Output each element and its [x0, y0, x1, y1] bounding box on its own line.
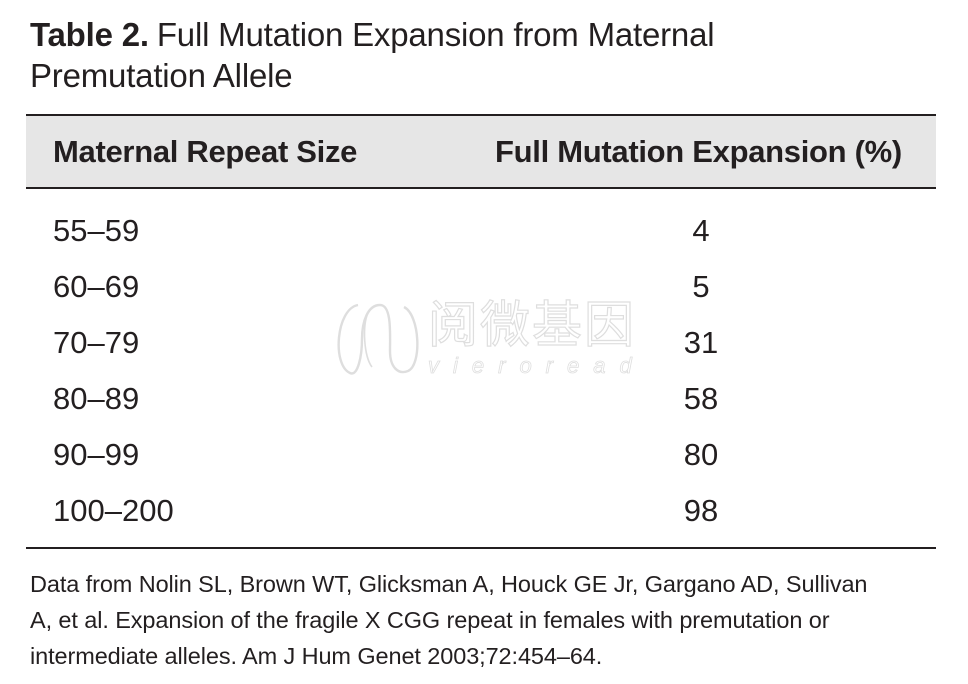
- cell-expansion: 80: [683, 437, 719, 472]
- table-header: Maternal Repeat Size Full Mutation Expan…: [26, 116, 936, 187]
- cell-repeat-size: 55–59: [53, 213, 140, 248]
- cell-repeat-size: 100–200: [53, 493, 174, 528]
- table-top-rule: [26, 114, 936, 116]
- cell-repeat-size: 70–79: [53, 325, 140, 360]
- table-bottom-rule: [26, 547, 936, 549]
- cell-repeat-size: 90–99: [53, 437, 140, 472]
- footnote-line3: intermediate alleles. Am J Hum Genet 200…: [30, 643, 603, 669]
- table-row: 90–99 80: [26, 427, 936, 483]
- header-rule: [26, 187, 936, 189]
- cell-repeat-size: 60–69: [53, 269, 140, 304]
- table-row: 60–69 5: [26, 259, 936, 315]
- cell-expansion: 31: [683, 325, 719, 360]
- table-row: 70–79 31: [26, 315, 936, 371]
- cell-expansion: 4: [692, 213, 710, 248]
- footnote-line2: A, et al. Expansion of the fragile X CGG…: [30, 607, 830, 633]
- table-title-line1: Full Mutation Expansion from Maternal: [156, 16, 715, 53]
- header-maternal-repeat-size: Maternal Repeat Size: [53, 134, 358, 169]
- cell-expansion: 98: [683, 493, 719, 528]
- cell-repeat-size: 80–89: [53, 381, 140, 416]
- table-label: Table 2.: [30, 16, 149, 53]
- table-caption: Table 2. Full Mutation Expansion from Mat…: [30, 14, 930, 96]
- table-row: 100–200 98: [26, 483, 936, 539]
- table-footnote: Data from Nolin SL, Brown WT, Glicksman …: [30, 566, 940, 674]
- cell-expansion: 58: [683, 381, 719, 416]
- header-full-mutation-expansion: Full Mutation Expansion (%): [495, 134, 902, 169]
- table-row: 80–89 58: [26, 371, 936, 427]
- footnote-line1: Data from Nolin SL, Brown WT, Glicksman …: [30, 571, 868, 597]
- cell-expansion: 5: [692, 269, 710, 304]
- table-row: 55–59 4: [26, 203, 936, 259]
- table-title-line2: Premutation Allele: [30, 57, 293, 94]
